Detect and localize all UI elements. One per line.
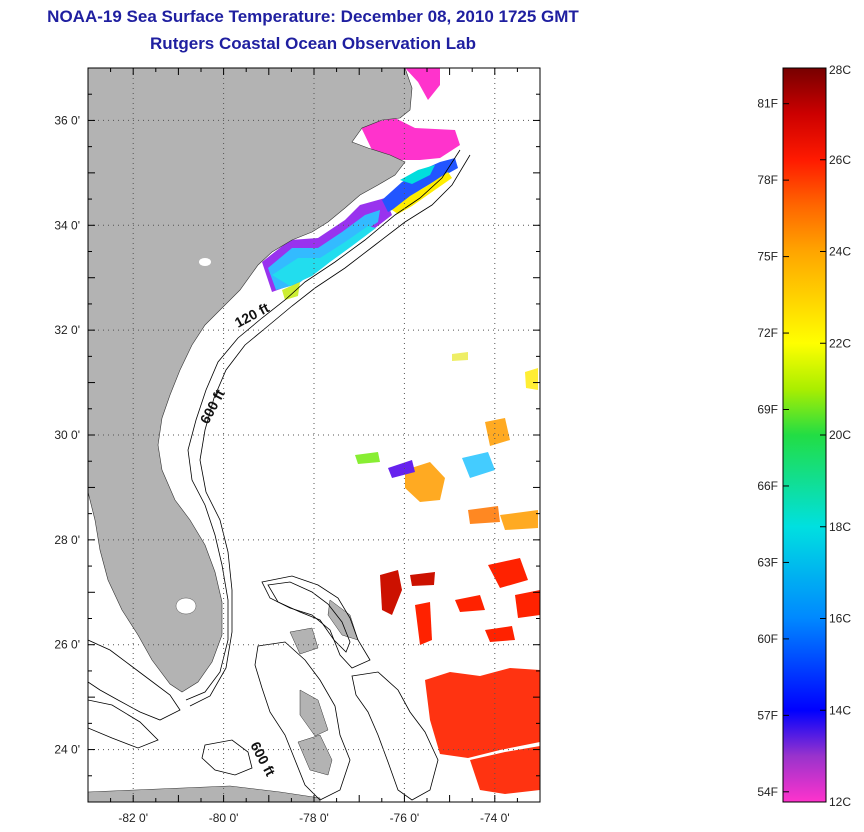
lat-tick-label: 28 0': [54, 533, 80, 547]
colorbar-celsius-label: 20C: [829, 428, 851, 442]
colorbar-fahrenheit-label: 63F: [757, 555, 778, 569]
colorbar-celsius-label: 16C: [829, 612, 851, 626]
lon-tick-label: -78 0': [299, 811, 329, 825]
map-area[interactable]: 120 ft 600 ft 600 ft: [88, 68, 540, 802]
axis-labels: -82 0' -80 0' -78 0' -76 0' -74 0' 36 0' 34 0'…: [54, 113, 509, 825]
isobath-contours: [88, 149, 471, 801]
colorbar-celsius-label: 18C: [829, 520, 851, 534]
lat-tick-label: 36 0': [54, 113, 80, 127]
colorbar-fahrenheit-label: 66F: [757, 479, 778, 493]
lon-tick-label: -82 0': [118, 811, 148, 825]
map-subtitle: Rutgers Coastal Ocean Observation Lab: [150, 34, 476, 53]
lat-tick-label: 30 0': [54, 428, 80, 442]
colorbar-fahrenheit-label: 57F: [757, 708, 778, 722]
colorbar-labels: 28C 26C 24C 22C 20C 18C 16C 14C 12C 81F 78F 75F 72F 6…: [757, 63, 851, 809]
lat-tick-label: 26 0': [54, 638, 80, 652]
colorbar-celsius-label: 12C: [829, 795, 851, 809]
lon-tick-label: -74 0': [480, 811, 510, 825]
lat-tick-label: 34 0': [54, 218, 80, 232]
axis-ticks: [88, 68, 540, 802]
colorbar-fahrenheit-label: 69F: [757, 403, 778, 417]
colorbar-celsius-label: 22C: [829, 336, 851, 350]
colorbar-celsius-label: 28C: [829, 63, 851, 77]
colorbar-fahrenheit-label: 78F: [757, 173, 778, 187]
colorbar-celsius-label: 14C: [829, 703, 851, 717]
colorbar-fahrenheit-label: 60F: [757, 632, 778, 646]
land: [88, 68, 413, 802]
lat-tick-label: 32 0': [54, 323, 80, 337]
colorbar-fahrenheit-label: 54F: [757, 785, 778, 799]
colorbar-celsius-label: 26C: [829, 153, 851, 167]
lat-tick-label: 24 0': [54, 743, 80, 757]
graticule: [88, 68, 540, 802]
colorbar: 28C 26C 24C 22C 20C 18C 16C 14C 12C 81F 78F 75F 72F 6…: [757, 63, 851, 809]
colorbar-fahrenheit-label: 72F: [757, 326, 778, 340]
colorbar-celsius-label: 24C: [829, 245, 851, 259]
map-title: NOAA-19 Sea Surface Temperature: Decembe…: [47, 7, 579, 26]
lon-tick-label: -76 0': [390, 811, 420, 825]
lon-tick-label: -80 0': [209, 811, 239, 825]
colorbar-fahrenheit-label: 75F: [757, 250, 778, 264]
colorbar-bar: [782, 67, 827, 803]
colorbar-fahrenheit-label: 81F: [757, 97, 778, 111]
